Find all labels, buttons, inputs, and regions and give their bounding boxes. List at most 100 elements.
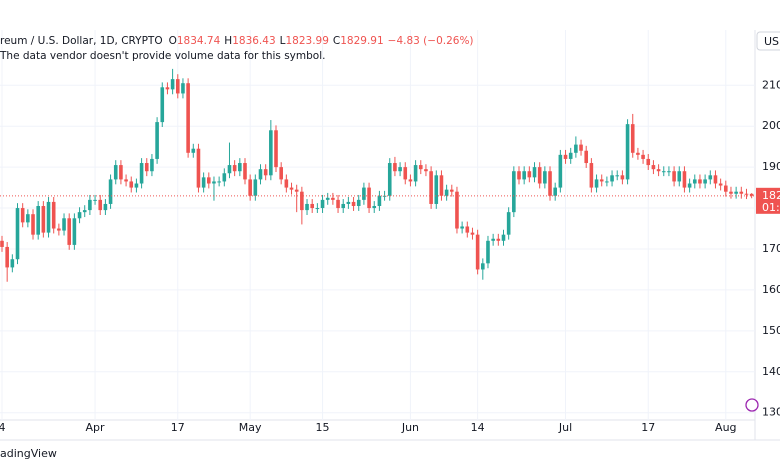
candle-body	[269, 130, 273, 176]
candle-body	[558, 154, 563, 188]
candle-body	[677, 171, 682, 182]
candle-body	[568, 152, 573, 159]
candle-body	[506, 212, 511, 235]
candle-body	[413, 165, 418, 182]
candle-body	[207, 177, 211, 184]
candle-body	[165, 87, 170, 90]
candle-body	[181, 83, 185, 94]
currency-label: USD	[764, 35, 780, 48]
candle-body	[739, 191, 744, 194]
y-tick-label: 2100	[762, 78, 780, 91]
candle-body	[67, 218, 72, 245]
candle-body	[548, 171, 552, 196]
candle-body	[98, 199, 103, 211]
candle-body	[77, 212, 82, 219]
candle-body	[377, 195, 382, 207]
candle-body	[398, 167, 402, 172]
candle-body	[113, 165, 118, 180]
candle-body	[672, 171, 676, 182]
x-tick-label: 4	[0, 421, 6, 434]
candle-body	[26, 214, 30, 223]
candle-body	[527, 171, 532, 178]
candle-body	[129, 181, 134, 188]
candle-body	[274, 130, 278, 168]
candle-body	[610, 175, 614, 182]
candle-body	[191, 148, 196, 153]
countdown-label: 01:	[762, 201, 780, 214]
candle-body	[248, 179, 252, 196]
ohlc-value: 1834.74	[176, 35, 221, 47]
candle-body	[263, 169, 268, 176]
candle-body	[289, 187, 294, 190]
x-tick-label: 17	[171, 421, 185, 434]
ohlc-letter: L	[279, 35, 286, 47]
x-tick-label: Jul	[558, 421, 572, 434]
currency-button[interactable]	[756, 31, 780, 51]
candle-body	[134, 183, 139, 188]
plot-background	[0, 0, 780, 440]
candle-body	[424, 169, 428, 172]
price-label-box	[756, 187, 780, 214]
candle-body	[387, 163, 392, 196]
candle-body	[196, 148, 201, 188]
candle-body	[300, 191, 304, 211]
candle-body	[315, 208, 320, 210]
candle-body	[713, 175, 718, 184]
candle-body	[698, 179, 702, 184]
candle-body	[108, 179, 113, 204]
ohlc-value: 1829.91	[340, 35, 384, 47]
candle-body	[160, 87, 165, 123]
candle-body	[51, 201, 56, 229]
ohlc-letter: O	[168, 35, 177, 47]
candle-body	[408, 179, 413, 182]
candle-body	[574, 144, 578, 153]
candle-body	[227, 165, 232, 174]
candle-body	[512, 171, 516, 213]
candle-body	[372, 206, 377, 209]
candle-body	[501, 234, 506, 241]
candle-body	[470, 232, 475, 235]
candle-body	[139, 163, 144, 184]
candle-body	[522, 171, 526, 180]
candle-body	[150, 158, 154, 172]
candle-body	[88, 199, 92, 211]
candle-body	[455, 191, 459, 229]
candle-body	[10, 259, 15, 268]
candle-body	[212, 181, 216, 184]
candle-body	[667, 171, 671, 173]
candle-body	[625, 124, 630, 180]
candle-body	[31, 214, 35, 235]
candle-body	[749, 193, 754, 196]
price-label: 1829.91	[762, 189, 780, 202]
symbol-title: reum / U.S. Dollar, 1D, CRYPTO	[0, 35, 163, 47]
x-tick-label: Apr	[86, 421, 106, 434]
candle-body	[496, 238, 501, 241]
candle-body	[434, 175, 439, 204]
candle-body	[708, 175, 713, 180]
candle-body	[175, 79, 180, 94]
candle-body	[336, 199, 340, 209]
candle-body	[692, 179, 697, 184]
ohlc-letter: C	[332, 35, 341, 47]
candle-body	[362, 187, 366, 200]
candle-body	[41, 206, 46, 233]
candle-body	[325, 197, 330, 200]
candle-body	[418, 165, 423, 170]
candle-body	[155, 122, 159, 159]
candle-body	[449, 189, 454, 192]
candle-body	[243, 163, 247, 180]
change-label: −4.83 (−0.26%)	[387, 35, 474, 47]
candle-body	[320, 199, 325, 209]
candle-body	[444, 189, 449, 196]
candle-body	[186, 83, 190, 153]
y-tick-label: 1400	[762, 365, 780, 378]
x-tick-label: Jun	[401, 421, 419, 434]
candle-body	[284, 179, 289, 188]
y-tick-label: 1600	[762, 283, 780, 296]
volume-note: The data vendor doesn't provide volume d…	[0, 50, 326, 62]
candle-body	[429, 171, 433, 204]
x-tick-label: 15	[316, 421, 330, 434]
candle-body	[170, 79, 175, 90]
